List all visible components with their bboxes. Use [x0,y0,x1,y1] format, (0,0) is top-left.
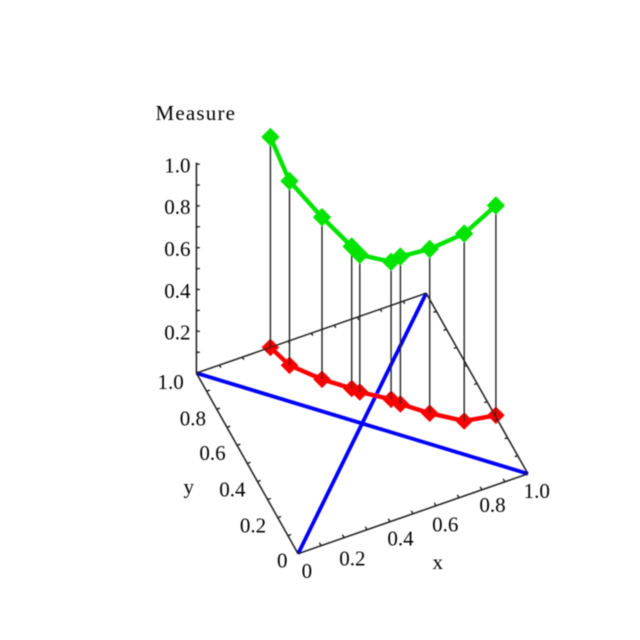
svg-text:0.6: 0.6 [164,237,190,261]
svg-text:y: y [184,475,195,499]
svg-text:1.0: 1.0 [524,479,550,503]
svg-text:x: x [432,550,443,574]
svg-text:Measure: Measure [156,101,237,125]
svg-text:1.0: 1.0 [164,153,190,177]
svg-text:0.2: 0.2 [240,514,266,538]
svg-text:0.6: 0.6 [199,441,225,465]
svg-text:0.4: 0.4 [164,279,191,303]
svg-text:0: 0 [277,548,288,572]
svg-text:1.0: 1.0 [157,370,183,394]
svg-text:0.8: 0.8 [479,493,505,517]
svg-text:0.8: 0.8 [164,195,190,219]
svg-text:0.6: 0.6 [432,513,458,537]
svg-text:0.4: 0.4 [387,527,414,551]
svg-text:0.2: 0.2 [164,321,190,345]
svg-text:0.2: 0.2 [339,546,365,570]
svg-text:0: 0 [302,559,313,583]
svg-text:0.4: 0.4 [219,478,246,502]
svg-text:0.8: 0.8 [180,407,206,431]
